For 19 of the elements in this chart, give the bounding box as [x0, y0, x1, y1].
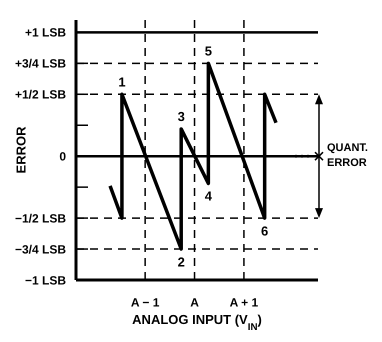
x-tick-label: A − 1	[130, 296, 160, 310]
x-axis-title: ANALOG INPUT (V$_{IN}$)	[132, 312, 262, 332]
annotation: 4	[204, 188, 213, 204]
annotation: 6	[261, 223, 268, 238]
annotation: 3	[178, 108, 185, 124]
y-tick-label: −1/2 LSB	[14, 211, 66, 226]
x-tick-label: A + 1	[230, 296, 259, 310]
annotation: 1	[118, 74, 126, 90]
y-tick-label: 0	[59, 149, 66, 164]
text: QUANT. ERROR	[327, 142, 368, 170]
annotation: 2	[178, 254, 185, 270]
y-tick-label: +3/4 LSB	[14, 56, 66, 71]
annotation: 5	[204, 43, 212, 58]
x-tick-label: A	[190, 296, 200, 310]
y-axis-title: ERROR	[13, 126, 28, 174]
y-tick-label: +1 LSB	[24, 26, 66, 40]
y-tick-label: −1 LSB	[24, 273, 66, 288]
y-tick-label: −3/4 LSB	[14, 242, 66, 256]
y-tick-label: +1/2 LSB	[14, 88, 66, 102]
